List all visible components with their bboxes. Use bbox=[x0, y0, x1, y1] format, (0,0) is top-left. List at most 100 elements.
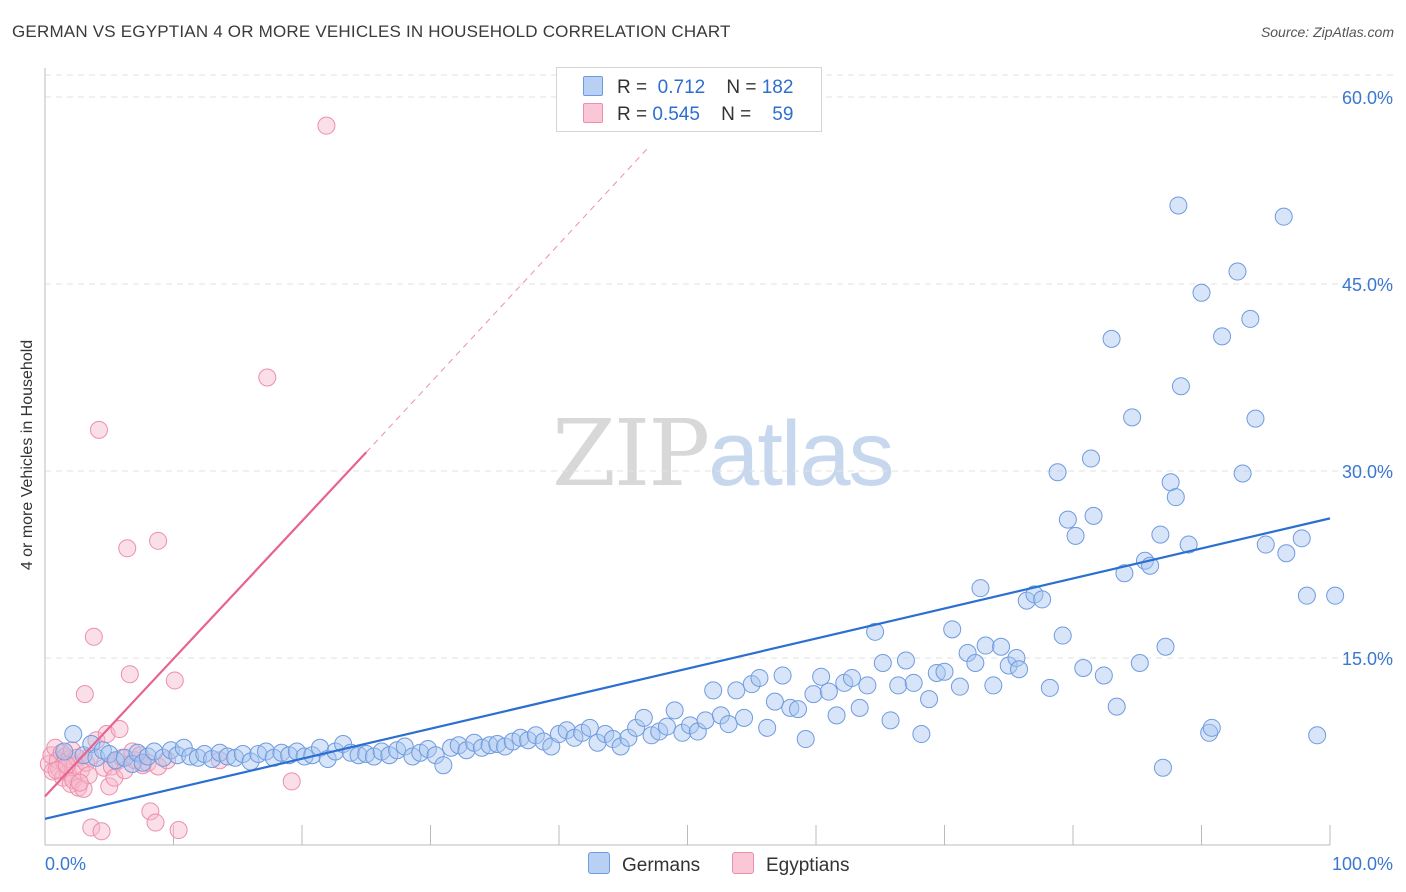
germans-point bbox=[1246, 409, 1265, 428]
egyptians-point bbox=[118, 539, 137, 558]
egyptians-legend-label: Egyptians bbox=[766, 855, 850, 876]
germans-point bbox=[480, 736, 499, 755]
egyptians-point bbox=[70, 773, 89, 792]
germans-point bbox=[1241, 309, 1260, 328]
germans-point bbox=[580, 718, 599, 737]
germans-point bbox=[1308, 726, 1327, 745]
germans-point bbox=[1007, 649, 1026, 667]
legend-item-egyptians[interactable]: Egyptians bbox=[732, 852, 849, 877]
grid-lines bbox=[45, 74, 1395, 659]
tick-labels: 15.0% 30.0% 45.0% 60.0% 0.0% 100.0% bbox=[45, 88, 1393, 874]
germans-point bbox=[727, 681, 746, 700]
correlation-legend: R = 0.712 N = 182 R = 0.545 N = 59 bbox=[556, 67, 822, 132]
legend-item-germans[interactable]: Germans bbox=[588, 852, 700, 877]
egyptians-point bbox=[165, 671, 184, 690]
germans-point bbox=[426, 746, 445, 765]
germans-point bbox=[1200, 723, 1219, 742]
germans-point bbox=[827, 706, 846, 725]
germans-point bbox=[966, 653, 985, 672]
germans-point bbox=[781, 698, 800, 717]
germans-point bbox=[1202, 718, 1221, 737]
egyptians-point bbox=[120, 665, 139, 684]
egyptians-swatch bbox=[583, 103, 603, 123]
legend-n-value: 59 bbox=[772, 104, 794, 125]
germans-point bbox=[64, 725, 83, 744]
germans-point bbox=[1292, 529, 1311, 548]
germans-point bbox=[842, 668, 861, 687]
germans-point bbox=[1058, 510, 1077, 529]
germans-point bbox=[1256, 535, 1275, 554]
egyptians-point bbox=[84, 627, 103, 646]
germans-point bbox=[181, 747, 200, 766]
egyptians-point bbox=[100, 777, 119, 796]
chart-title: GERMAN VS EGYPTIAN 4 OR MORE VEHICLES IN… bbox=[12, 22, 731, 41]
source-label: Source: ZipAtlas.com bbox=[1260, 24, 1394, 40]
x-tick-label-min: 0.0% bbox=[45, 854, 86, 874]
egyptians-trend-extension bbox=[365, 146, 650, 453]
germans-point bbox=[168, 746, 187, 765]
egyptians-point bbox=[141, 802, 160, 821]
germans-point bbox=[1107, 697, 1126, 716]
germans-point bbox=[1213, 327, 1232, 346]
y-tick-label: 15.0% bbox=[1342, 649, 1393, 669]
legend-r-value: 0.712 bbox=[657, 77, 706, 98]
germans-point bbox=[896, 651, 915, 670]
legend-n-value: 182 bbox=[761, 77, 794, 98]
egyptians-point bbox=[282, 772, 301, 791]
germans-point bbox=[866, 622, 885, 641]
legend-r-value: 0.545 bbox=[652, 104, 700, 125]
egyptians-point bbox=[47, 761, 66, 780]
germans-point bbox=[1326, 586, 1345, 605]
germans-point bbox=[557, 721, 576, 740]
germans-point bbox=[976, 636, 995, 655]
germans-point bbox=[673, 723, 692, 742]
germans-point bbox=[873, 653, 892, 672]
germans-point bbox=[765, 692, 784, 711]
germans-point bbox=[1151, 525, 1170, 544]
germans-point bbox=[1040, 678, 1059, 697]
germans-point bbox=[992, 637, 1011, 656]
egyptians-point bbox=[258, 368, 277, 387]
germans-point bbox=[1297, 586, 1316, 605]
germans-point bbox=[999, 656, 1018, 675]
legend-n-label: N = bbox=[721, 104, 752, 125]
germans-point bbox=[1074, 658, 1093, 677]
germans-point bbox=[395, 737, 414, 756]
egyptians-point bbox=[82, 818, 101, 837]
germans-point bbox=[958, 644, 977, 663]
egyptians-point bbox=[75, 685, 94, 704]
y-tick-label: 60.0% bbox=[1342, 88, 1393, 108]
germans-point bbox=[154, 748, 173, 767]
germans-point bbox=[1094, 666, 1113, 685]
germans-point bbox=[920, 690, 939, 709]
y-axis-label: 4 or more Vehicles in Household bbox=[19, 339, 36, 571]
germans-point bbox=[735, 708, 754, 727]
germans-point bbox=[457, 741, 476, 760]
legend-n-label: N = bbox=[726, 77, 757, 98]
germans-point bbox=[1233, 464, 1252, 483]
egyptians-legend-swatch bbox=[732, 852, 754, 874]
germans-point bbox=[696, 711, 715, 730]
germans-point bbox=[889, 676, 908, 695]
germans-point bbox=[812, 667, 831, 686]
germans-legend-label: Germans bbox=[622, 855, 701, 876]
egyptians-trend-line bbox=[44, 451, 368, 798]
germans-point bbox=[1277, 544, 1296, 563]
germans-point bbox=[704, 681, 723, 700]
germans-point bbox=[858, 676, 877, 695]
germans-point bbox=[796, 730, 815, 749]
germans-point bbox=[819, 682, 838, 701]
germans-point bbox=[1033, 590, 1052, 609]
germans-point bbox=[1169, 196, 1188, 215]
axes bbox=[44, 68, 1331, 846]
germans-point bbox=[758, 718, 777, 737]
germans-point bbox=[750, 668, 769, 687]
germans-point bbox=[1010, 660, 1029, 679]
egyptians-point bbox=[169, 821, 188, 840]
germans-point bbox=[1156, 637, 1175, 656]
y-tick-label: 30.0% bbox=[1342, 462, 1393, 482]
germans-point bbox=[55, 742, 74, 761]
legend-r-label: R = bbox=[617, 77, 648, 98]
germans-point bbox=[218, 747, 237, 766]
germans-point bbox=[984, 676, 1003, 695]
